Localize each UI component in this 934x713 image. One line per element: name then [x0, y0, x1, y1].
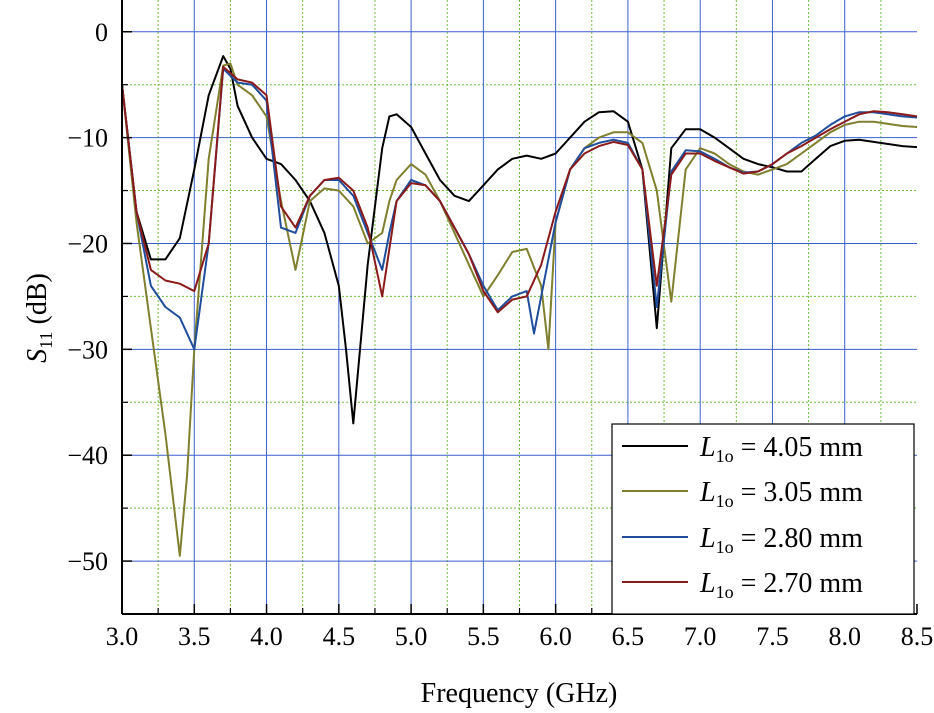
y-axis-label-main: S: [22, 349, 53, 363]
y-axis-label: S11 (dB): [22, 273, 56, 363]
x-tick-label: 3.0: [106, 622, 139, 651]
x-tick-label: 4.0: [250, 622, 283, 651]
x-tick-label: 8.5: [901, 622, 934, 651]
x-tick-label: 6.0: [539, 622, 572, 651]
y-axis-label-sub: 11: [36, 331, 56, 348]
y-tick-label: −50: [67, 547, 108, 576]
y-tick-label: −20: [67, 229, 108, 258]
x-tick-label: 6.5: [612, 622, 645, 651]
y-tick-label: −30: [67, 335, 108, 364]
series-line-1: [122, 55, 917, 425]
x-tick-label: 8.0: [828, 622, 861, 651]
legend-label-1: L1o = 4.05 mm: [699, 432, 863, 466]
x-tick-label: 5.5: [467, 622, 500, 651]
series-lines: [122, 55, 917, 557]
x-tick-label: 7.0: [684, 622, 717, 651]
legend-label-4: L1o = 2.70 mm: [699, 568, 863, 602]
x-tick-label: 7.5: [756, 622, 789, 651]
series-line-4: [122, 65, 917, 314]
legend-label-2: L1o = 3.05 mm: [699, 477, 863, 511]
x-tick-label: 4.5: [323, 622, 356, 651]
y-tick-label: 0: [95, 18, 108, 47]
x-tick-label: 5.0: [395, 622, 428, 651]
tick-labels: 3.0 3.5 4.0 4.5 5.0 5.5 6.0 6.5 7.0 7.5 8.0 8.5 0 −10…: [67, 18, 933, 651]
x-tick-label: 3.5: [178, 622, 211, 651]
x-axis-label: Frequency (GHz): [421, 678, 618, 709]
y-axis-label-unit: (dB): [22, 273, 53, 331]
legend-label-3: L1o = 2.80 mm: [699, 523, 863, 557]
y-tick-label: −40: [67, 441, 108, 470]
y-tick-label: −10: [67, 124, 108, 153]
legend: L1o = 4.05 mm L1o = 3.05 mm L1o = 2.80 m…: [611, 423, 915, 615]
